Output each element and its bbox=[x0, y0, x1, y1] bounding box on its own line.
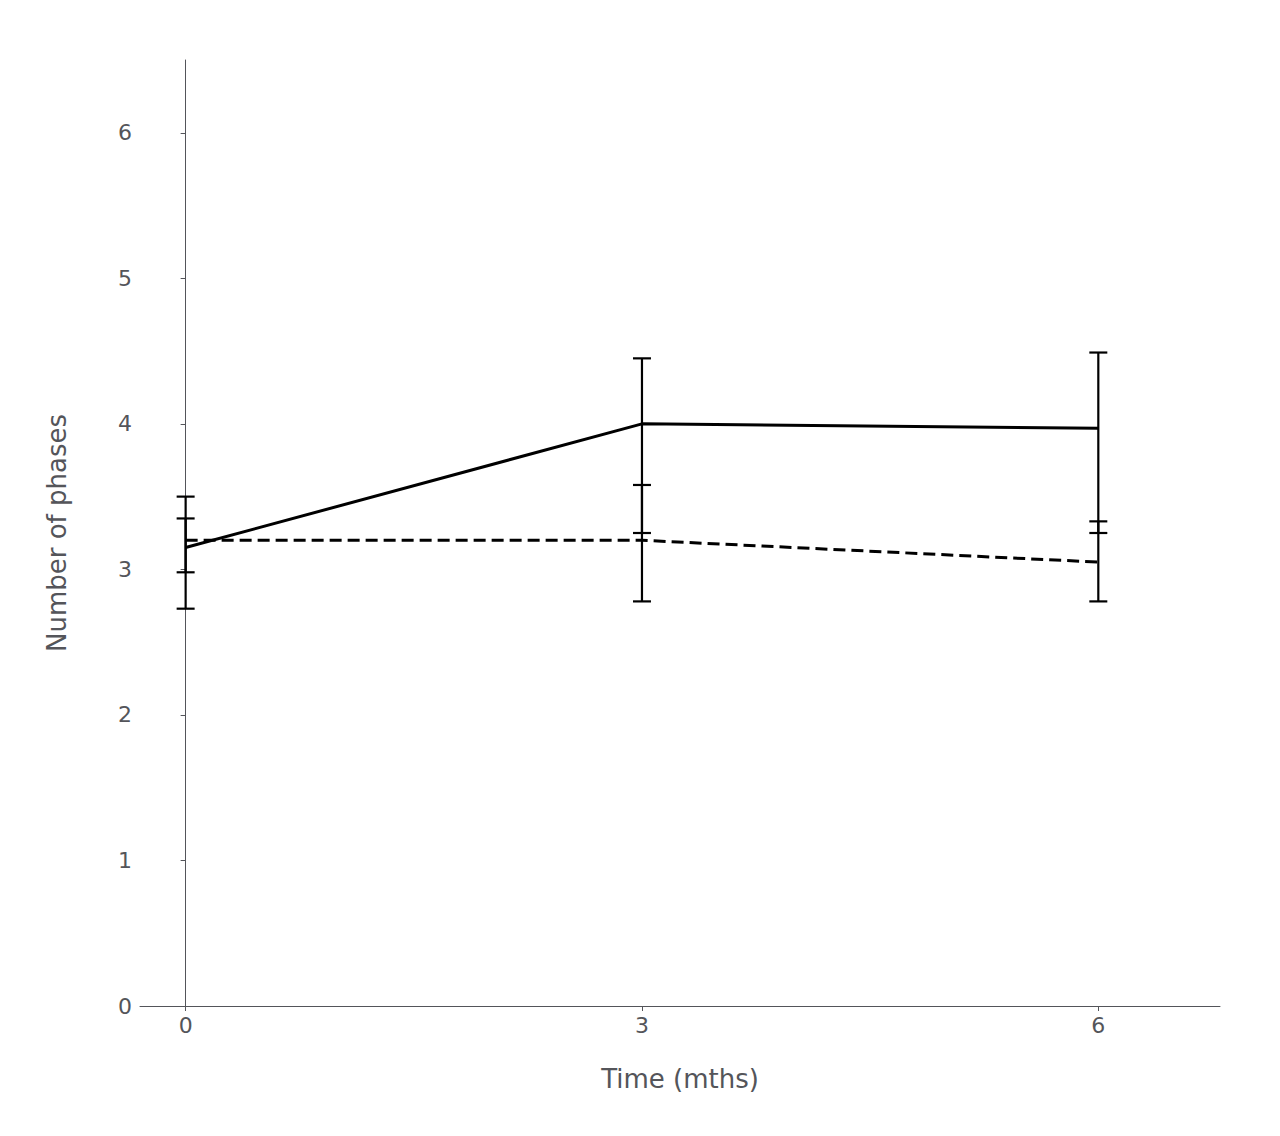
svg-text:3: 3 bbox=[118, 557, 132, 582]
svg-text:4: 4 bbox=[118, 411, 132, 436]
svg-text:6: 6 bbox=[118, 120, 132, 145]
svg-text:0: 0 bbox=[118, 994, 132, 1019]
svg-text:2: 2 bbox=[118, 702, 132, 727]
svg-text:5: 5 bbox=[118, 266, 132, 291]
svg-text:3: 3 bbox=[635, 1013, 649, 1038]
svg-text:1: 1 bbox=[118, 848, 132, 873]
svg-text:6: 6 bbox=[1091, 1013, 1105, 1038]
svg-text:0: 0 bbox=[179, 1013, 193, 1038]
svg-text:Number of phases: Number of phases bbox=[42, 414, 72, 652]
svg-text:Time (mths): Time (mths) bbox=[600, 1064, 759, 1094]
